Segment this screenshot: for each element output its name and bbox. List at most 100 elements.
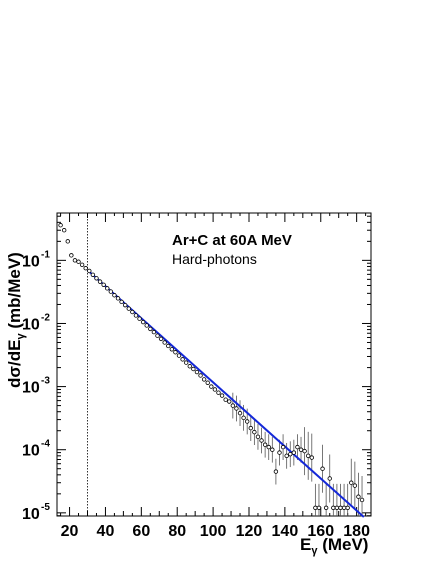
y-tick-label-base: 10 bbox=[22, 316, 40, 333]
data-point bbox=[205, 380, 210, 385]
data-point bbox=[105, 286, 110, 291]
data-point bbox=[137, 316, 142, 321]
data-point bbox=[169, 347, 175, 352]
data-point bbox=[331, 505, 336, 511]
data-point bbox=[244, 419, 250, 424]
y-axis-title-unit: (mb/MeV) bbox=[5, 252, 24, 333]
data-point bbox=[97, 279, 103, 284]
data-point bbox=[320, 466, 325, 471]
data-point bbox=[237, 410, 243, 416]
data-point bbox=[302, 448, 307, 454]
y-tick-label-exp: -4 bbox=[41, 439, 50, 450]
data-point bbox=[151, 329, 157, 335]
data-point bbox=[201, 377, 207, 382]
data-point bbox=[288, 451, 293, 457]
x-tick-label: 60 bbox=[132, 523, 150, 540]
data-point bbox=[65, 239, 70, 244]
x-tick-label: 160 bbox=[307, 523, 334, 540]
data-point bbox=[359, 497, 365, 503]
data-point bbox=[61, 228, 67, 233]
data-point bbox=[345, 505, 350, 511]
data-point bbox=[252, 429, 257, 435]
y-tick-label-exp: -2 bbox=[41, 312, 50, 323]
annotation-title: Ar+C at 60A MeV bbox=[172, 232, 292, 249]
data-points bbox=[58, 223, 365, 511]
data-point bbox=[223, 397, 228, 402]
data-point bbox=[119, 299, 124, 305]
x-tick-label: 120 bbox=[236, 523, 263, 540]
data-point bbox=[356, 494, 361, 499]
data-point bbox=[187, 364, 192, 369]
y-tick-label-exp: -3 bbox=[41, 376, 50, 387]
data-point bbox=[291, 450, 297, 455]
data-point bbox=[298, 447, 304, 452]
data-point bbox=[133, 313, 139, 318]
data-point bbox=[162, 340, 167, 345]
data-point bbox=[115, 296, 121, 301]
y-tick-label-exp: -1 bbox=[41, 249, 50, 260]
data-point bbox=[144, 323, 149, 328]
data-point bbox=[262, 442, 268, 447]
data-point bbox=[126, 306, 131, 311]
data-point bbox=[352, 483, 358, 488]
data-point bbox=[212, 387, 218, 392]
data-point bbox=[338, 505, 343, 511]
data-point bbox=[155, 333, 160, 338]
data-point bbox=[180, 357, 185, 362]
data-point bbox=[209, 384, 214, 389]
data-point bbox=[94, 276, 99, 281]
x-axis-title-sub: γ bbox=[311, 545, 318, 557]
data-point bbox=[341, 505, 347, 511]
data-point bbox=[248, 425, 253, 431]
x-tick-label: 80 bbox=[168, 523, 186, 540]
x-axis-title-unit: (MeV) bbox=[317, 535, 368, 554]
data-point bbox=[90, 272, 96, 278]
data-point bbox=[101, 282, 106, 287]
data-point bbox=[234, 406, 239, 411]
y-tick-label-base: 10 bbox=[22, 506, 40, 523]
data-point bbox=[58, 223, 63, 228]
data-point bbox=[349, 480, 354, 485]
data-point bbox=[158, 336, 164, 342]
data-point bbox=[306, 453, 311, 459]
y-axis-title: dσ/dEγ (mb/MeV) bbox=[5, 252, 27, 388]
x-tick-label: 140 bbox=[272, 523, 299, 540]
x-axis-title: Eγ (MeV) bbox=[300, 535, 368, 557]
data-point bbox=[140, 319, 146, 325]
data-point bbox=[255, 434, 261, 440]
data-point bbox=[266, 444, 271, 450]
data-point bbox=[79, 262, 85, 267]
data-point bbox=[87, 268, 92, 274]
plot-frame bbox=[56, 212, 372, 517]
data-point bbox=[198, 373, 203, 378]
data-point bbox=[108, 289, 114, 294]
data-point bbox=[277, 450, 282, 455]
y-tick-label-base: 10 bbox=[22, 443, 40, 460]
data-point bbox=[313, 505, 318, 511]
x-tick-label: 100 bbox=[200, 523, 227, 540]
data-point bbox=[72, 258, 78, 263]
data-point bbox=[323, 505, 329, 511]
data-point bbox=[112, 293, 117, 298]
x-tick-labels: 20 40 60 80 100 120 140 160 180 bbox=[61, 523, 370, 540]
data-point bbox=[273, 469, 279, 474]
data-point bbox=[173, 350, 178, 355]
data-point bbox=[227, 399, 232, 404]
annotation-subtitle: Hard-photons bbox=[172, 251, 257, 267]
data-point bbox=[270, 447, 275, 452]
data-point bbox=[194, 369, 200, 375]
data-point bbox=[230, 403, 236, 408]
data-point bbox=[309, 455, 314, 460]
data-point bbox=[284, 453, 289, 459]
y-axis-title-main: dσ/dE bbox=[5, 340, 24, 388]
x-axis-title-main: E bbox=[300, 535, 311, 554]
x-tick-label: 20 bbox=[61, 523, 79, 540]
data-point bbox=[280, 444, 286, 450]
data-point bbox=[176, 353, 182, 358]
data-point bbox=[241, 415, 246, 421]
x-tick-label: 40 bbox=[97, 523, 115, 540]
data-point bbox=[148, 326, 153, 332]
y-tick-labels: 10-110-210-310-410-5 bbox=[22, 249, 50, 523]
data-point bbox=[69, 253, 74, 258]
